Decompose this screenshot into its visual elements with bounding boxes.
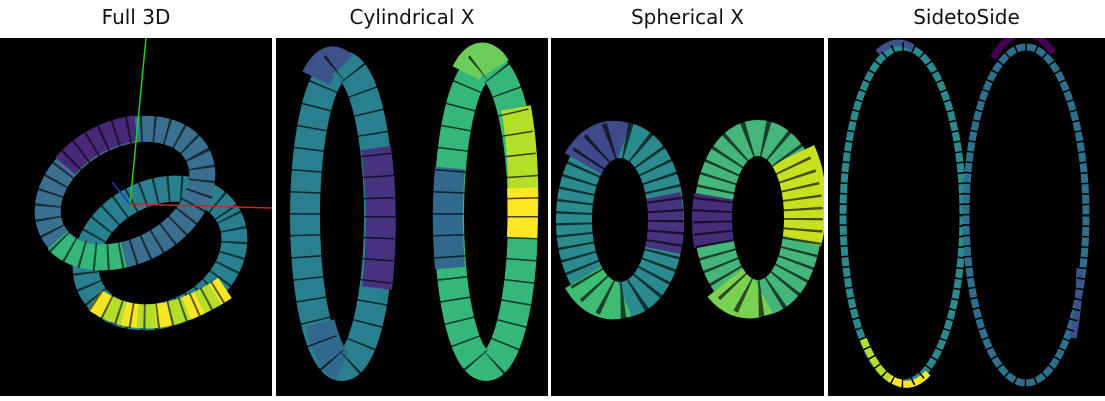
panel-cylindrical-x[interactable] bbox=[276, 38, 548, 396]
title-spherical-x: Spherical X bbox=[630, 5, 745, 29]
x-axis-line bbox=[129, 203, 272, 209]
front-ring bbox=[33, 114, 217, 272]
left-sidetoside-ring bbox=[838, 39, 968, 388]
cylindrical-view bbox=[289, 42, 539, 382]
panel-spherical-x[interactable] bbox=[551, 38, 824, 396]
left-spherical-ring bbox=[555, 120, 685, 320]
left-cylinder-ring bbox=[289, 46, 396, 382]
right-cylinder-ring bbox=[432, 42, 539, 382]
title-full-3d: Full 3D bbox=[101, 5, 171, 29]
panel-full-3d[interactable] bbox=[0, 38, 272, 396]
y-axis-line bbox=[129, 38, 147, 205]
title-cylindrical-x: Cylindrical X bbox=[349, 5, 475, 29]
z-axis-line bbox=[111, 181, 131, 205]
sidetoside-view bbox=[838, 38, 1091, 388]
title-sidetoside: SidetoSide bbox=[913, 5, 1020, 29]
spherical-view bbox=[555, 119, 824, 320]
right-spherical-ring bbox=[692, 119, 824, 319]
full-3d-view bbox=[33, 38, 272, 332]
right-sidetoside-ring bbox=[961, 38, 1091, 388]
panel-sidetoside[interactable] bbox=[828, 38, 1105, 396]
